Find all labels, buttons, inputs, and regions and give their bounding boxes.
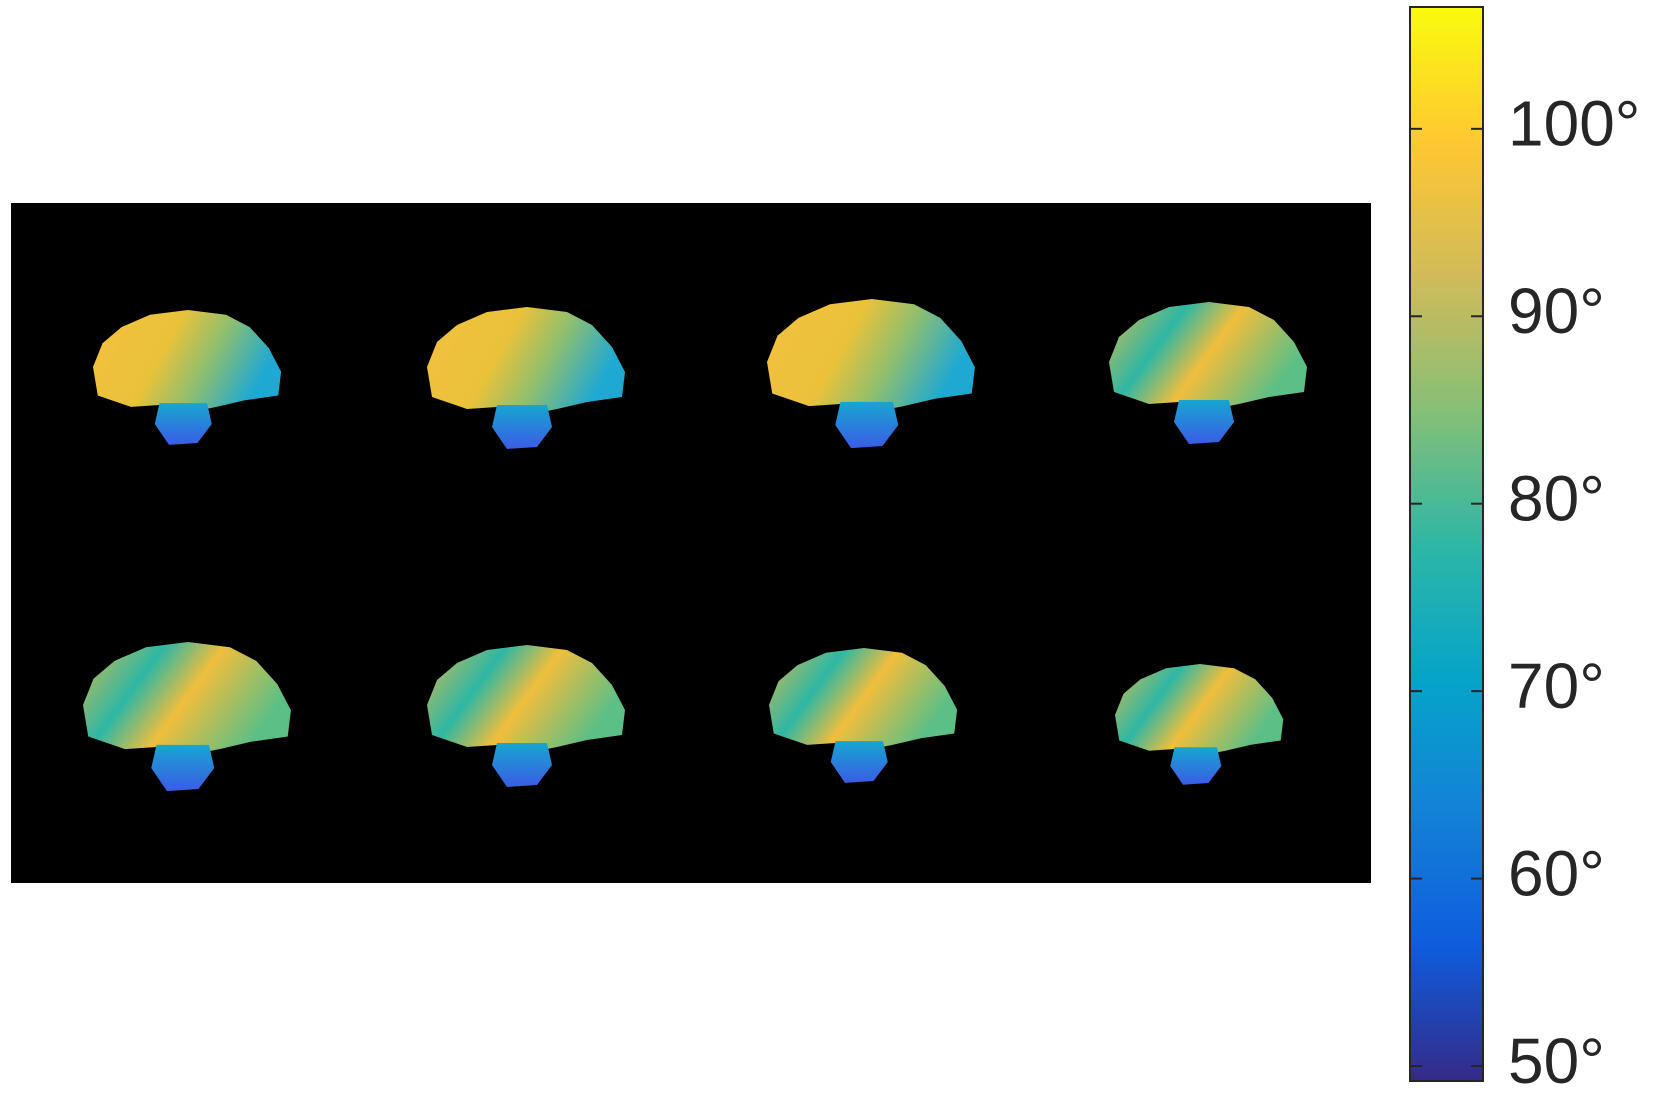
image-background — [11, 203, 1371, 883]
brain-slice — [92, 310, 282, 445]
brain-slices — [83, 299, 1307, 792]
tick-label: 60° — [1508, 837, 1605, 909]
cerebrum — [767, 299, 975, 413]
cerebellum — [1170, 747, 1222, 785]
cerebrum — [427, 645, 625, 753]
tick-label: 90° — [1508, 275, 1605, 347]
tick-label: 50° — [1508, 1025, 1605, 1097]
tick-label: 80° — [1508, 463, 1605, 535]
tick-label: 100° — [1508, 88, 1640, 160]
brain-slice — [767, 299, 975, 449]
colorbar: 50° 60° 70° 80° 90° 100° — [1409, 6, 1640, 1097]
brain-slice — [427, 645, 625, 787]
cerebrum — [1109, 302, 1307, 410]
brain-slice — [1109, 302, 1307, 444]
brain-slice — [1115, 664, 1284, 785]
cerebellum — [830, 741, 888, 783]
cerebellum — [492, 405, 552, 449]
cerebrum — [769, 648, 958, 751]
tick-label: 70° — [1508, 650, 1605, 722]
cerebellum — [151, 744, 215, 792]
cerebrum — [1115, 664, 1284, 756]
cerebellum — [835, 401, 899, 449]
cerebellum — [154, 403, 212, 445]
brain-slice — [427, 307, 625, 449]
cerebellum — [492, 743, 552, 787]
brain-slice — [83, 642, 291, 792]
cerebellum — [1174, 400, 1234, 444]
brain-slice — [769, 648, 958, 783]
cerebrum — [83, 642, 291, 756]
cerebrum — [92, 310, 282, 413]
colorbar-fill — [1409, 6, 1484, 1082]
cerebrum — [427, 307, 625, 415]
